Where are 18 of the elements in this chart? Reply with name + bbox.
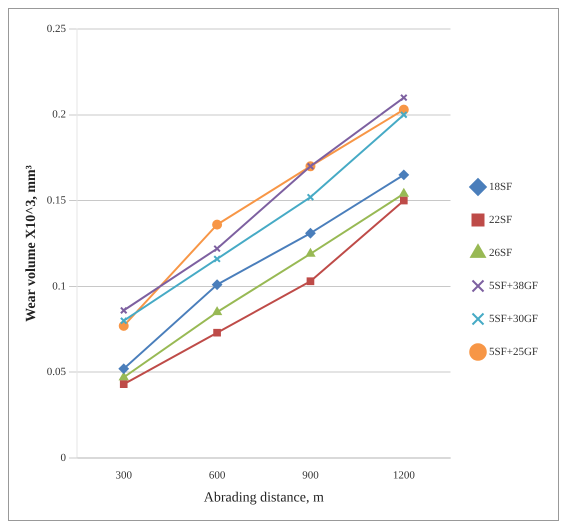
x-tick-label: 900 [302,469,320,482]
legend-label: 5SF+38GF [489,280,538,292]
legend-label: 26SF [489,246,512,259]
y-tick-label: 0.1 [52,280,66,292]
y-tick-label: 0.2 [52,108,66,121]
x-tick-label: 600 [208,469,226,482]
x-axis-title: Abrading distance, m [204,490,324,506]
legend-label: 22SF [489,214,512,226]
legend-label: 18SF [489,180,512,193]
legend-label: 5SF+30GF [489,312,538,325]
x-tick-label: 300 [115,469,132,482]
legend-label: 5SF+25GF [489,346,538,358]
x-tick-label: 1200 [392,469,416,482]
y-tick-label: 0 [60,452,67,464]
y-tick-label: 0.05 [46,366,67,378]
y-tick-label: 0.15 [46,194,67,206]
y-tick-label: 0.25 [46,22,67,35]
y-axis-title: Wear volume X10^3, mm³ [24,165,40,322]
